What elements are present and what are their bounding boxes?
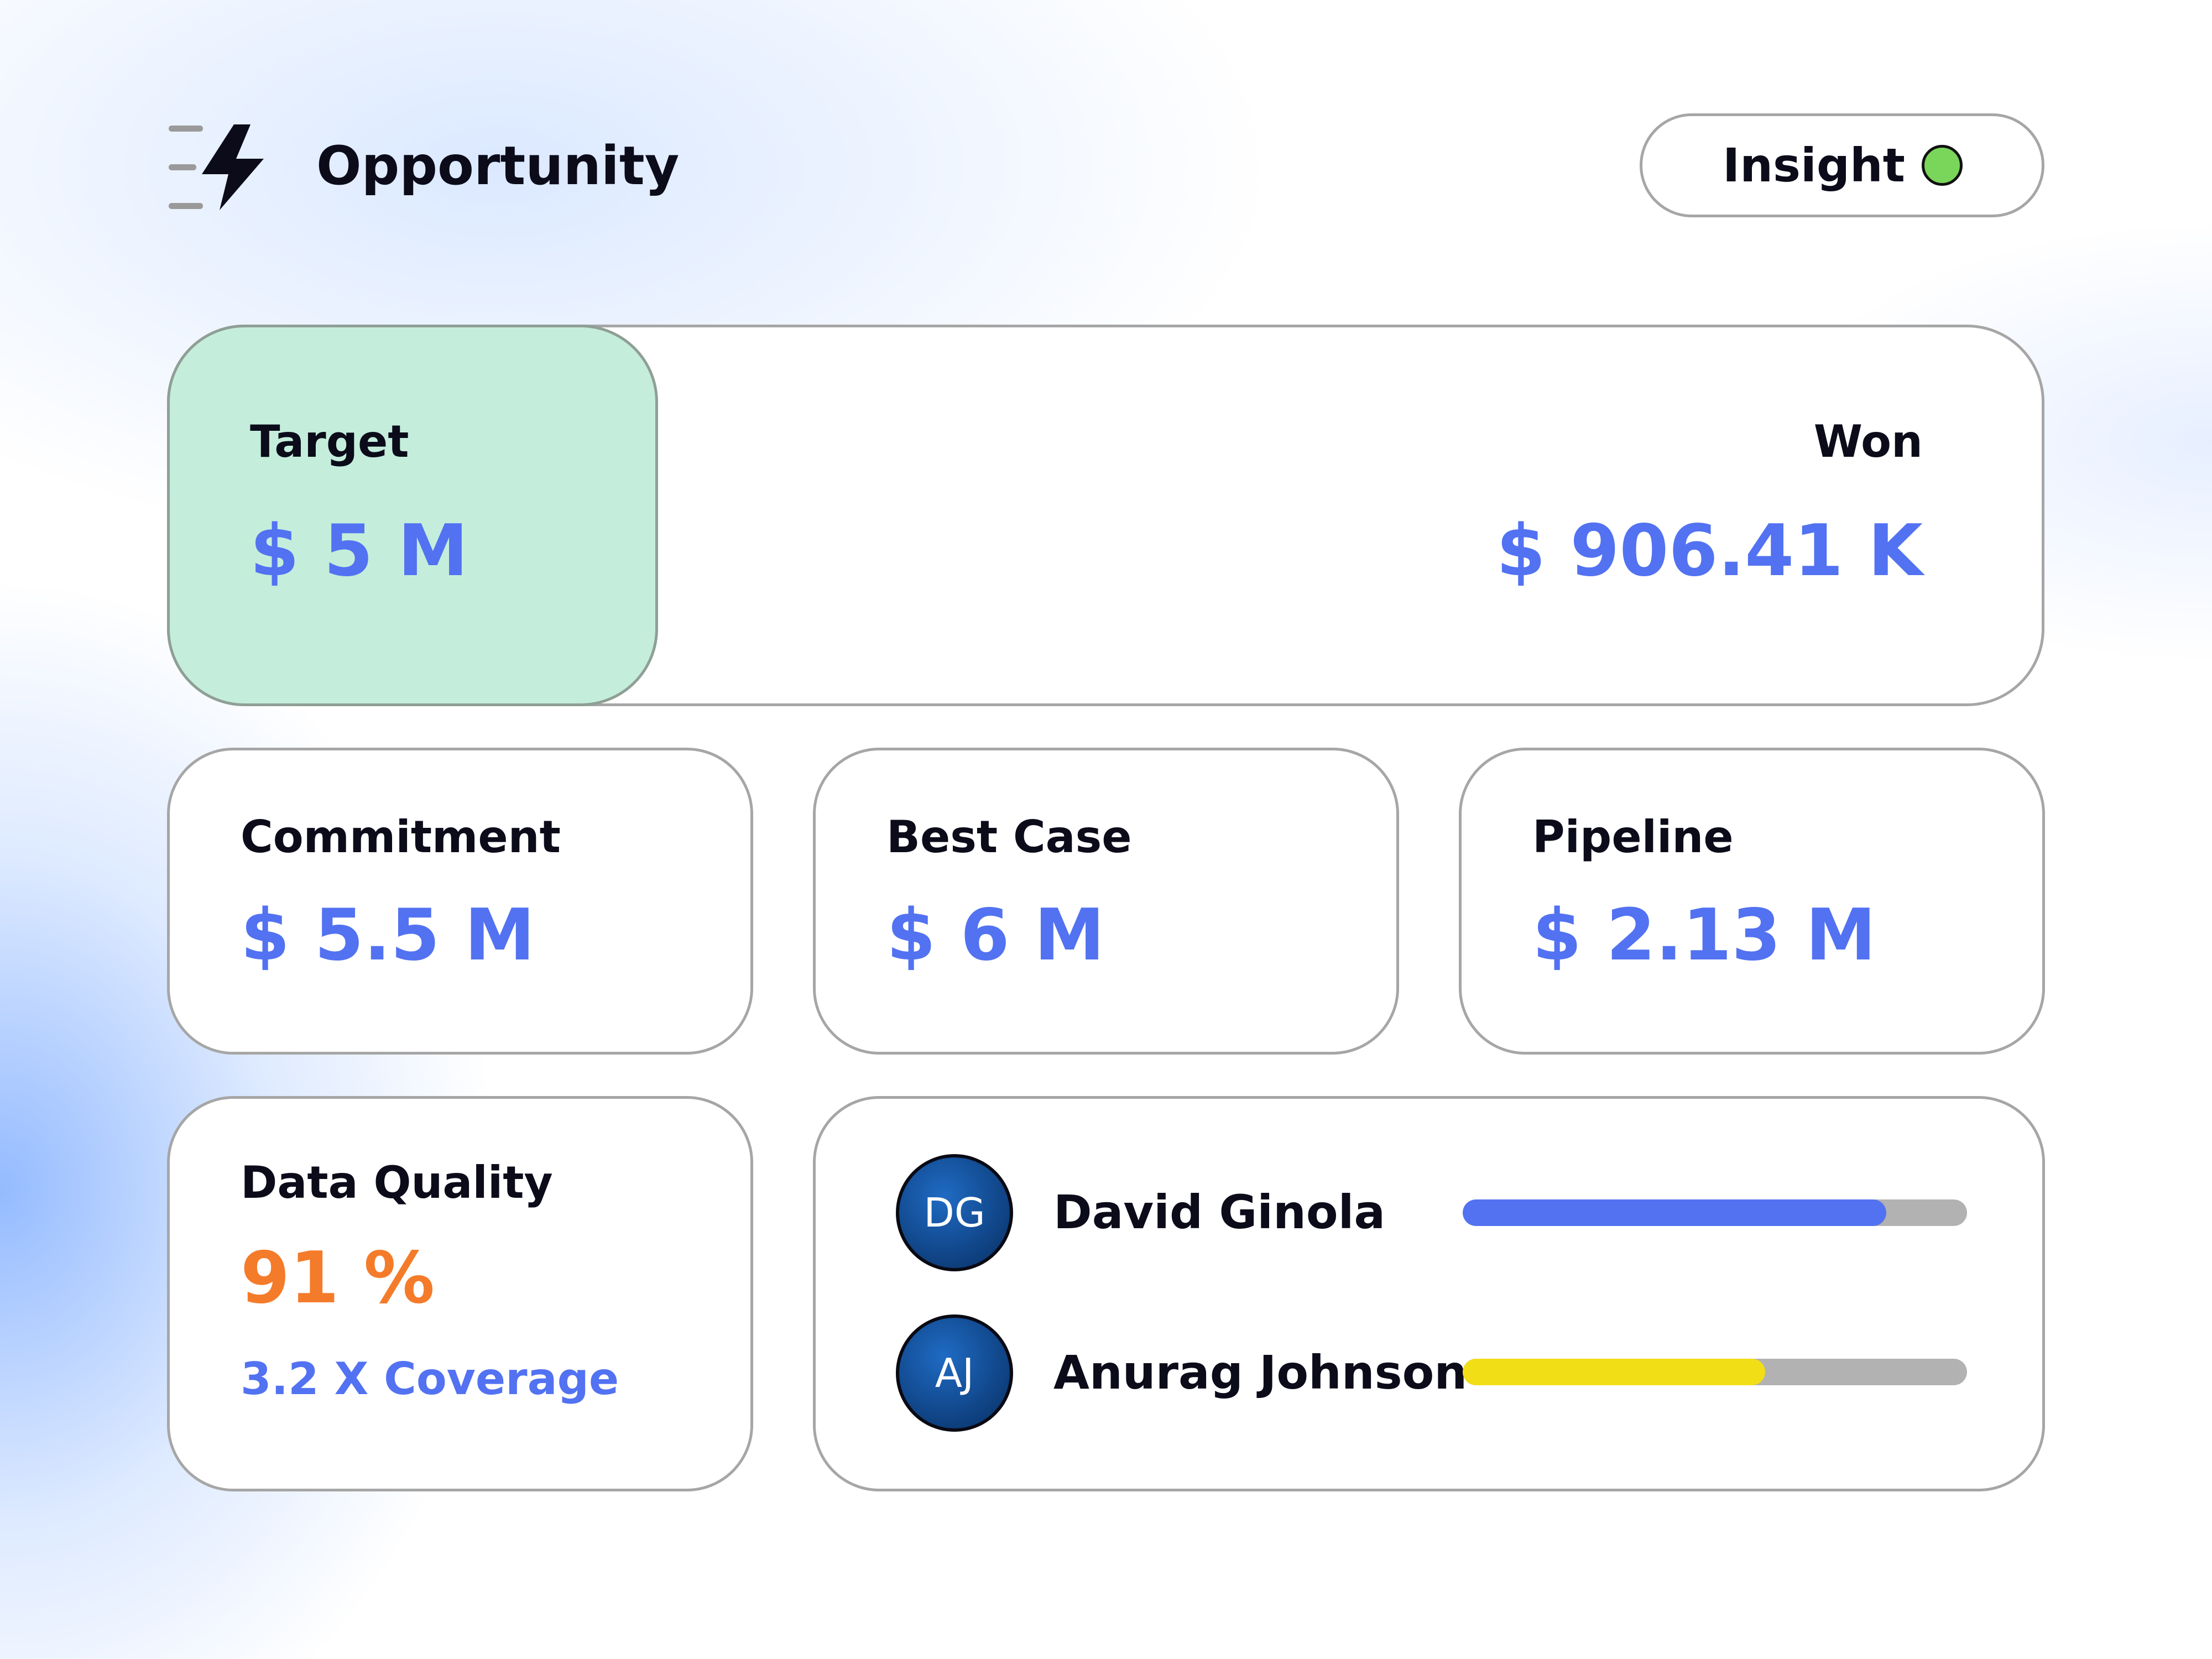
people-progress-card: DG David Ginola AJ Anurag Johnson <box>813 1096 2045 1491</box>
commitment-label: Commitment <box>241 811 561 863</box>
target-won-card[interactable]: Target $ 5 M Won $ 906.41 K <box>167 325 2044 706</box>
insight-button[interactable]: Insight <box>1640 113 2044 217</box>
best-case-label: Best Case <box>886 811 1132 863</box>
lightning-bolt-icon <box>169 124 268 210</box>
person-name[interactable]: Anurag Johnson <box>1053 1345 1468 1400</box>
data-quality-label: Data Quality <box>241 1157 553 1208</box>
data-quality-card[interactable]: Data Quality 91 % 3.2 X Coverage <box>167 1096 753 1491</box>
best-case-value: $ 6 M <box>886 894 1105 977</box>
data-quality-value: 91 % <box>241 1237 435 1319</box>
won-label: Won <box>1813 416 1923 467</box>
progress-bar <box>1463 1359 1967 1385</box>
person-name[interactable]: David Ginola <box>1053 1185 1386 1239</box>
avatar[interactable]: DG <box>896 1154 1013 1271</box>
won-value: $ 906.41 K <box>1496 510 1923 592</box>
target-label: Target <box>250 416 409 467</box>
avatar[interactable]: AJ <box>896 1314 1013 1432</box>
page-title: Opportunity <box>316 135 680 197</box>
progress-bar <box>1463 1199 1967 1226</box>
pipeline-card[interactable]: Pipeline $ 2.13 M <box>1459 748 2045 1055</box>
insight-button-label: Insight <box>1723 138 1905 192</box>
best-case-card[interactable]: Best Case $ 6 M <box>813 748 1399 1055</box>
pipeline-value: $ 2.13 M <box>1532 894 1876 977</box>
progress-bar-fill <box>1463 1199 1887 1226</box>
coverage-text: 3.2 X Coverage <box>241 1353 619 1405</box>
progress-bar-fill <box>1463 1359 1766 1385</box>
target-value: $ 5 M <box>250 510 468 592</box>
pipeline-label: Pipeline <box>1532 811 1734 863</box>
target-box: Target $ 5 M <box>167 325 658 706</box>
commitment-value: $ 5.5 M <box>241 894 535 977</box>
insight-status-indicator <box>1922 145 1963 186</box>
commitment-card[interactable]: Commitment $ 5.5 M <box>167 748 753 1055</box>
